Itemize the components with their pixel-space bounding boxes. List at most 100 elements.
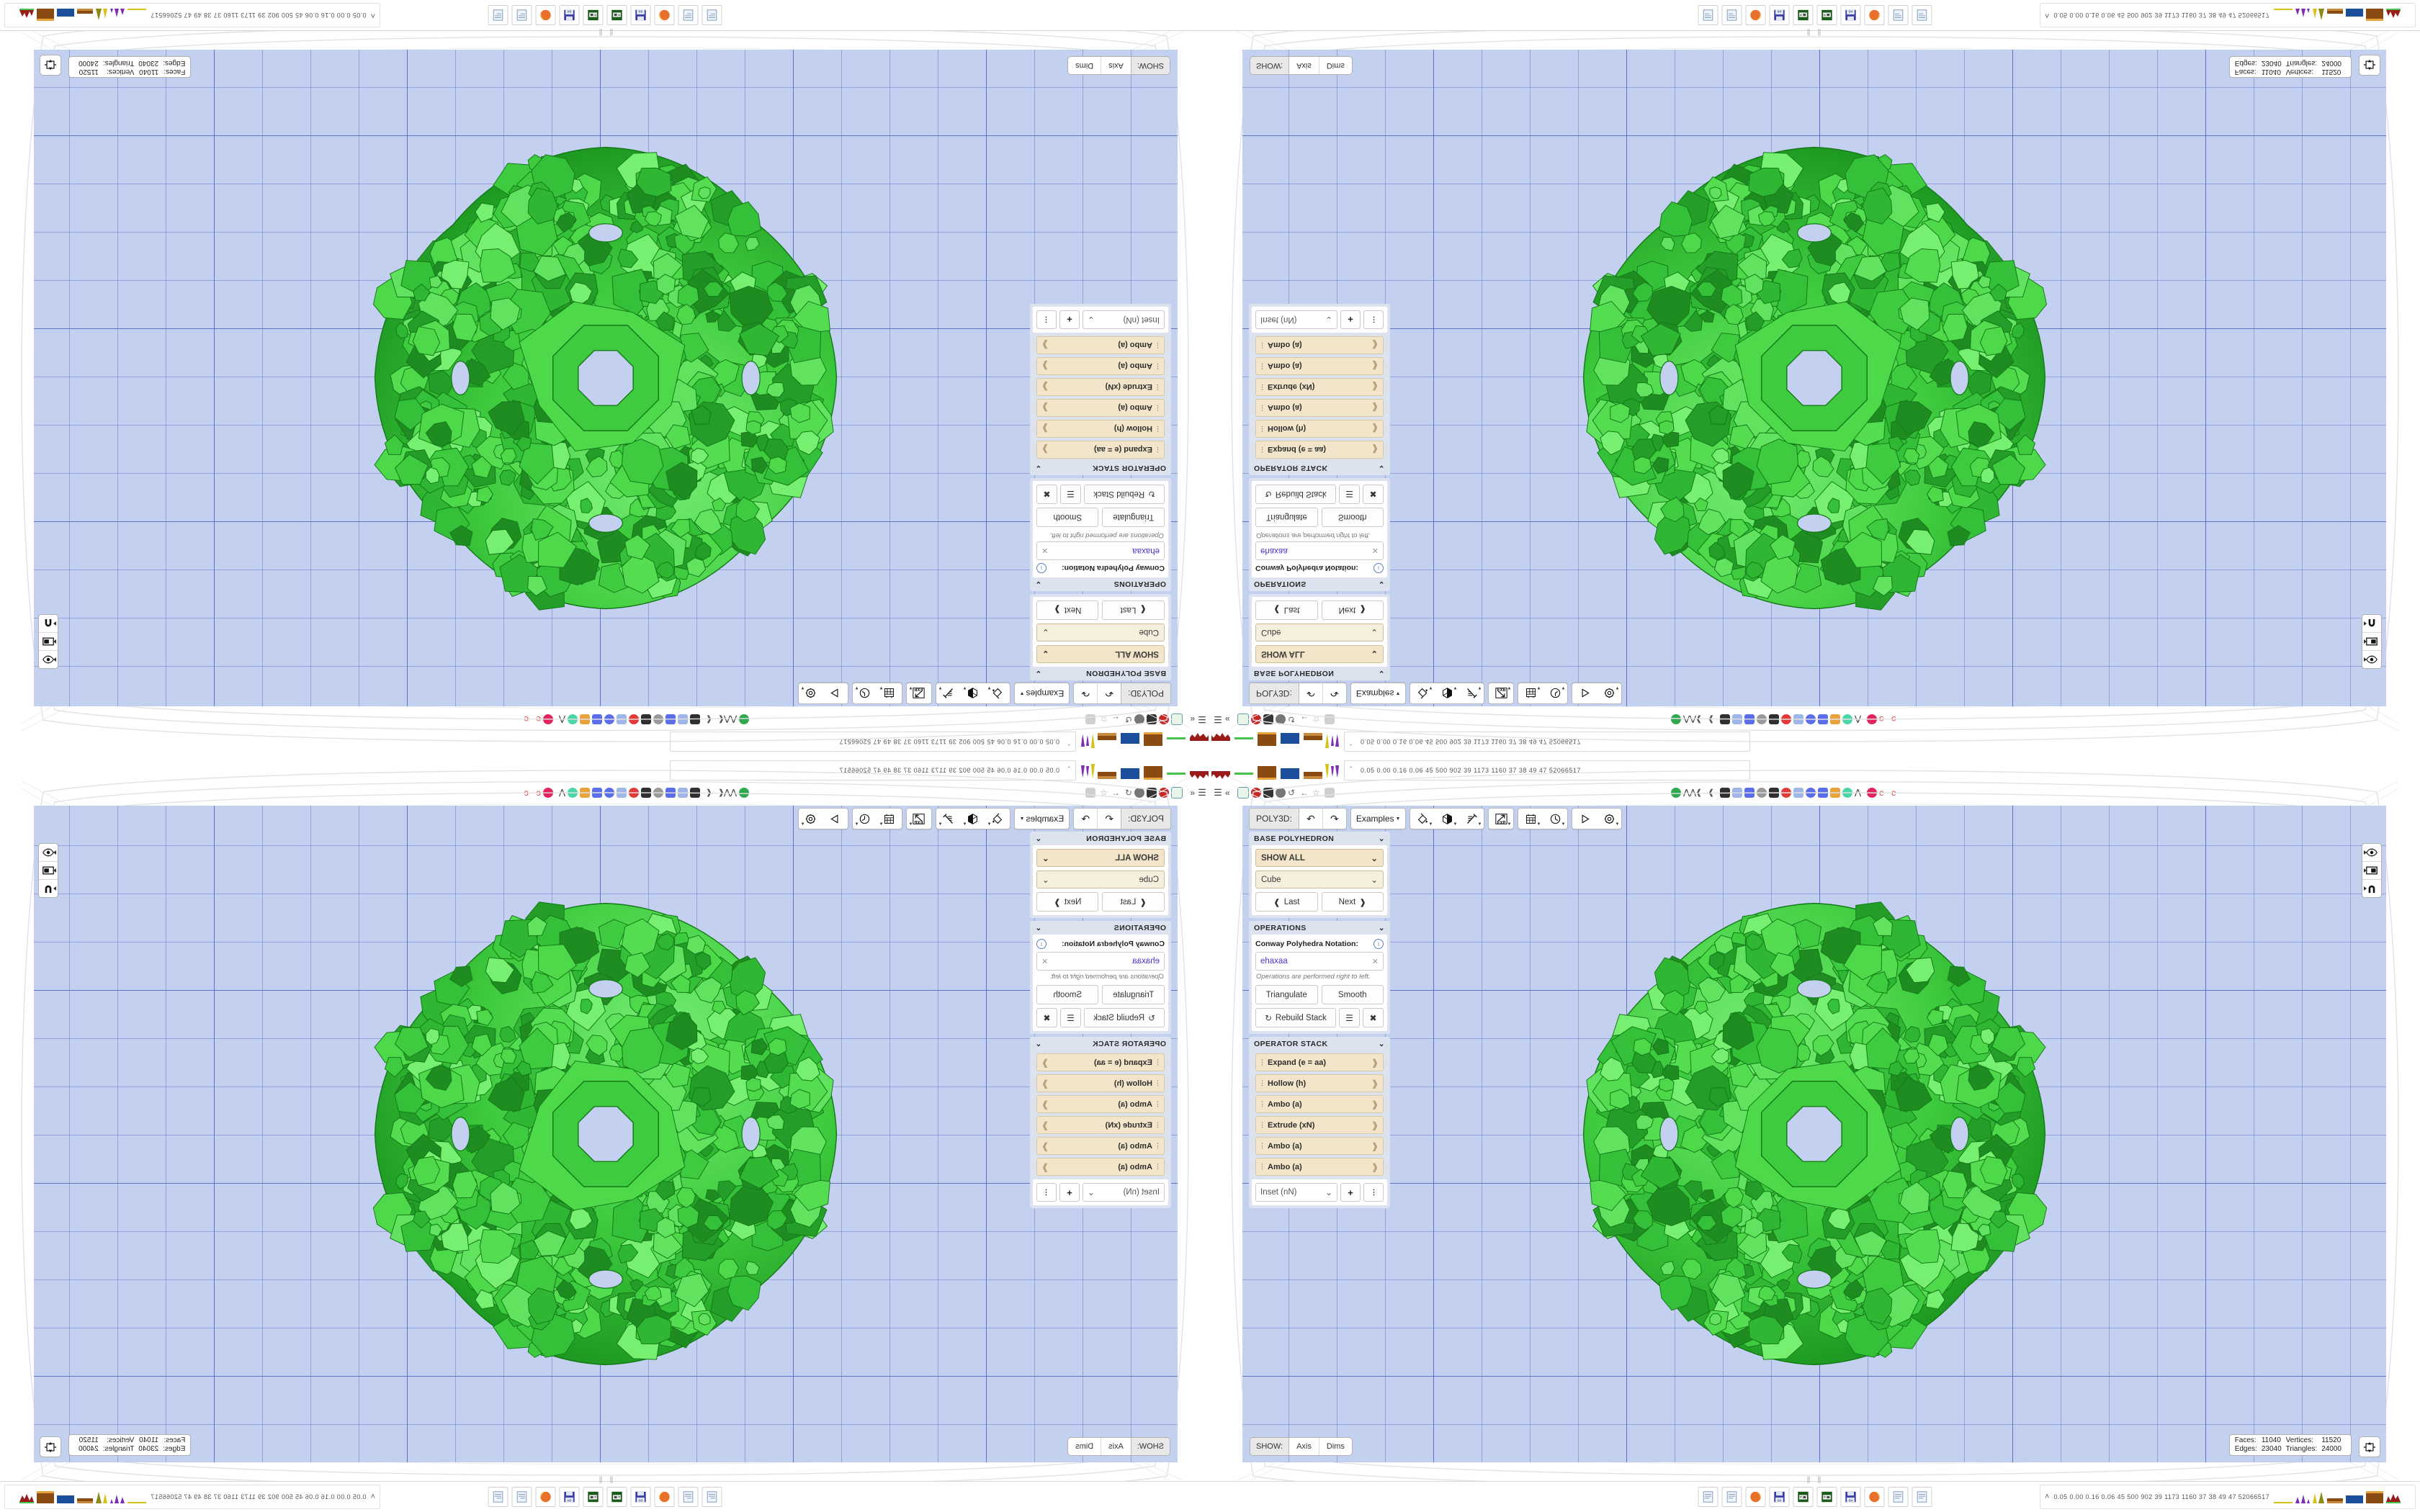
chevron-down-icon[interactable]: ⌄ xyxy=(1035,834,1042,843)
grey-icon[interactable] xyxy=(653,714,663,724)
taskbar-item-notepad[interactable] xyxy=(702,5,722,25)
chevron-right-icon[interactable]: ❱ xyxy=(1371,444,1379,455)
taskbar-item-notepad[interactable] xyxy=(702,1487,722,1507)
add-operator-button[interactable]: + xyxy=(1340,1183,1361,1202)
undo-arrow-icon[interactable]: ↶ xyxy=(1097,683,1121,703)
grey-icon[interactable] xyxy=(1757,788,1767,798)
notation-input[interactable]: ehaxaa ✕ xyxy=(1255,541,1384,560)
export-icon[interactable]: EXP ▼ xyxy=(1489,683,1513,703)
folder-icon[interactable] xyxy=(1818,788,1828,798)
edge-icon-2[interactable]: e xyxy=(1879,714,1884,724)
show-toggle-bar[interactable]: SHOW: Axis Dims xyxy=(1250,56,1353,75)
magnet-snap-icon[interactable] xyxy=(39,615,58,632)
drag-handle-icon[interactable]: ⋮ xyxy=(1155,1079,1161,1086)
badge-icon-2[interactable] xyxy=(641,714,651,724)
kiwix-icon[interactable] xyxy=(604,788,614,798)
operator-stack-item[interactable]: ⋮ Expand (e = aa) ❱ xyxy=(1255,1053,1384,1071)
bird-icon-1[interactable]: ❰ xyxy=(1695,788,1703,797)
taskbar-item-firefox[interactable] xyxy=(535,1487,556,1507)
kebab-menu-icon[interactable]: ⋮ xyxy=(1363,1183,1384,1202)
edge-icon-3[interactable]: e xyxy=(1891,788,1896,798)
drag-handle-icon[interactable]: ⋮ xyxy=(1259,342,1265,349)
clear-x-icon[interactable]: ✖ xyxy=(1363,485,1384,504)
bookmark-group-right[interactable]: ⋀⋀ ❰ ❰ ⋀ e e xyxy=(1671,714,1901,725)
contrast-shading-icon[interactable] xyxy=(2362,862,2381,880)
globe-icon[interactable] xyxy=(1276,788,1286,798)
show-dims-button[interactable]: Dims xyxy=(1326,61,1345,70)
hamburger-menu-icon[interactable]: ☰ xyxy=(1214,787,1222,798)
taskbar-item-terminal[interactable] xyxy=(606,5,627,25)
star-icon[interactable]: ☆ xyxy=(1100,714,1108,724)
taskbar-item-terminal[interactable] xyxy=(1793,5,1814,25)
next-button[interactable]: Next ❱ xyxy=(1036,892,1099,912)
taskbar-item-firefox[interactable] xyxy=(654,5,675,25)
operator-stack-item[interactable]: ⋮ Ambo (a) ❱ xyxy=(1255,1095,1384,1113)
cc-icon[interactable] xyxy=(568,788,578,798)
workspace-pager[interactable]: ‖ ‖ xyxy=(596,1475,614,1485)
bird-icon-1[interactable]: ❰ xyxy=(1695,715,1703,724)
play-animate-icon[interactable] xyxy=(823,683,848,703)
bird-icon-2[interactable]: ❰ xyxy=(705,715,712,724)
history-clock-icon[interactable]: ▼ xyxy=(853,683,877,703)
triangulate-button[interactable]: Triangulate xyxy=(1102,508,1165,527)
next-button[interactable]: Next ❱ xyxy=(1321,892,1384,912)
paint-fill-icon[interactable]: ▼ xyxy=(985,683,1010,703)
base-polyhedron-header[interactable]: BASE POLYHEDRON ⌄ xyxy=(1249,667,1390,680)
clear-x-icon[interactable]: ✕ xyxy=(1371,546,1379,555)
chevron-right-icon[interactable]: ❱ xyxy=(1371,1057,1379,1068)
book-icon[interactable] xyxy=(1263,714,1273,724)
list-view-icon[interactable]: ☰ xyxy=(1339,1008,1360,1027)
chevrons-left-icon[interactable]: « xyxy=(1190,714,1195,724)
edge-icon-3[interactable]: e xyxy=(524,714,529,724)
drag-handle-icon[interactable]: ⋮ xyxy=(1155,1100,1161,1107)
show-axis-button[interactable]: Axis xyxy=(1289,1438,1319,1455)
undo-arrow-icon[interactable]: ↶ xyxy=(1097,809,1121,829)
undo-arrow-icon[interactable]: ↶ xyxy=(1299,809,1323,829)
show-axis-button[interactable]: Axis xyxy=(1101,1438,1131,1455)
flower-icon[interactable] xyxy=(543,714,553,724)
star-icon[interactable]: ☆ xyxy=(1312,714,1320,724)
bird-icon-1[interactable]: ❰ xyxy=(717,788,725,797)
last-button[interactable]: ❰ Last xyxy=(1102,600,1165,620)
extension-icon[interactable] xyxy=(1325,714,1335,724)
paint-fill-icon[interactable]: ▼ xyxy=(1410,683,1435,703)
list-view-icon[interactable]: ☰ xyxy=(1060,1008,1081,1027)
globe-icon[interactable] xyxy=(1134,714,1144,724)
chevron-down-icon[interactable]: ⌄ xyxy=(1378,464,1385,472)
taskbar-item-floppy-save[interactable]: 64 xyxy=(1769,5,1790,25)
operator-stack-item[interactable]: ⋮ Ambo (a) ❱ xyxy=(1036,1095,1165,1113)
app-toolbar[interactable]: POLY3D: ↶ ↷ Examples ▼ ▼ ▼ xyxy=(1249,683,1626,704)
cube-render-icon[interactable]: ▼ xyxy=(1435,809,1459,829)
tray-chevron-icon[interactable]: ˄ xyxy=(2045,1493,2050,1501)
reddit-icon[interactable] xyxy=(1251,714,1261,724)
edge-icon[interactable] xyxy=(1781,788,1791,798)
wave-icon[interactable] xyxy=(1732,788,1742,798)
next-button[interactable]: Next ❱ xyxy=(1036,600,1099,620)
operator-stack-item[interactable]: ⋮ Ambo (a) ❱ xyxy=(1255,336,1384,354)
taskbar-item-notepad[interactable] xyxy=(678,5,699,25)
flower-icon[interactable] xyxy=(1867,788,1877,798)
triangle-icon[interactable] xyxy=(1744,714,1754,724)
workspace-pager[interactable]: ‖ ‖ xyxy=(596,27,614,37)
next-button[interactable]: Next ❱ xyxy=(1321,600,1384,620)
page-icon[interactable] xyxy=(1171,714,1183,725)
table-grid-icon[interactable]: ▼ xyxy=(877,683,902,703)
taskbar-item-floppy-save[interactable]: 64 xyxy=(1840,1487,1861,1507)
polyhedron-viewport[interactable] xyxy=(34,806,1178,1462)
triangulate-button[interactable]: Triangulate xyxy=(1255,985,1318,1004)
extension-icon[interactable] xyxy=(1085,788,1095,798)
base-shape-select[interactable]: Cube ⌄ xyxy=(1255,870,1384,888)
taskbar-item-floppy-save[interactable]: 64 xyxy=(1840,5,1861,25)
taskbar-item-notepad[interactable] xyxy=(1912,5,1932,25)
table-grid-icon[interactable]: ▼ xyxy=(1518,809,1543,829)
mm-icon-2[interactable]: ⋀ xyxy=(558,788,565,797)
bird-icon-1[interactable]: ❰ xyxy=(717,715,725,724)
bookmark-group-right[interactable]: ⋀⋀ ❰ ❰ ⋀ e e xyxy=(1671,787,1901,798)
drag-handle-icon[interactable]: ⋮ xyxy=(1259,363,1265,370)
operator-stack-item[interactable]: ⋮ Ambo (a) ❱ xyxy=(1255,1158,1384,1176)
hamburger-menu-icon[interactable]: ☰ xyxy=(1214,714,1222,725)
chevron-right-icon[interactable]: ❱ xyxy=(1371,423,1379,434)
drag-handle-icon[interactable]: ⋮ xyxy=(1259,1121,1265,1128)
operator-stack-header[interactable]: OPERATOR STACK ⌄ xyxy=(1030,462,1171,475)
refresh-icon[interactable]: ↺ xyxy=(1124,788,1132,798)
